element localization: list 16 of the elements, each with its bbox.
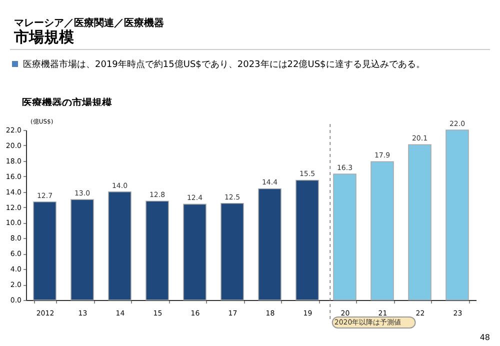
text: 48 [480, 333, 490, 342]
bar [220, 203, 244, 300]
bar [408, 144, 432, 300]
bar [33, 201, 56, 300]
bar [370, 161, 394, 300]
bar [333, 174, 356, 300]
bar [296, 180, 319, 300]
bar [108, 191, 132, 300]
bar [258, 188, 282, 300]
text: マレーシア／医療関連／医療機器 [14, 16, 164, 29]
bar [183, 204, 206, 300]
text: 医療機器市場は、2019年時点で約15億US$であり、2023年には22億US$に達する見込みである。 [23, 60, 425, 70]
bar [446, 130, 469, 300]
bar [146, 200, 169, 300]
text: 市場規模 [14, 28, 74, 47]
bar [70, 199, 94, 300]
